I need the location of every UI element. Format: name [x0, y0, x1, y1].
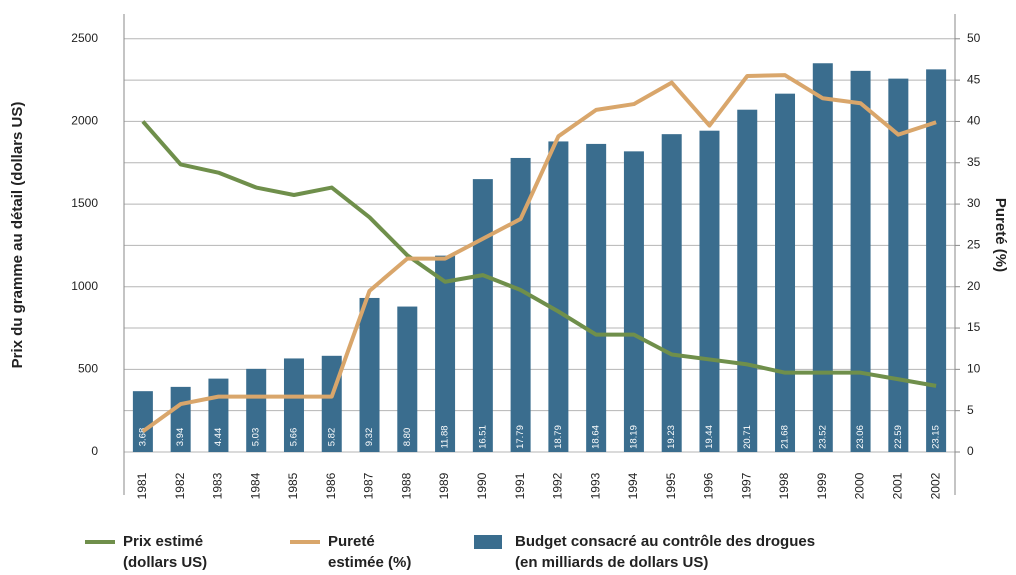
- y2-tick-label: 5: [967, 403, 974, 417]
- x-tick-label: 1984: [248, 472, 262, 499]
- x-tick-label: 1999: [815, 472, 829, 499]
- x-tick-label: 1988: [399, 472, 413, 499]
- bar: [132, 391, 153, 452]
- legend-label: Budget consacré au contrôle des drogues: [515, 533, 815, 550]
- y2-tick-label: 20: [967, 279, 981, 293]
- bar-value-label: 19.23: [666, 425, 677, 449]
- y-tick-label: 2500: [71, 31, 98, 45]
- bar-value-label: 16.51: [477, 425, 488, 449]
- y2-tick-label: 40: [967, 114, 981, 128]
- y2-tick-label: 0: [967, 444, 974, 458]
- bar-value-label: 4.44: [213, 428, 224, 447]
- bar: [510, 157, 531, 453]
- y-tick-label: 2000: [71, 114, 98, 128]
- x-tick-label: 2001: [891, 472, 905, 499]
- y-tick-label: 1000: [71, 279, 98, 293]
- bar-value-label: 17.79: [515, 425, 526, 449]
- x-tick-label: 1983: [211, 472, 225, 499]
- x-tick-label: 1997: [739, 472, 753, 499]
- legend-label: Prix estimé: [123, 533, 203, 550]
- x-tick-label: 1993: [588, 472, 602, 499]
- bar-value-label: 8.80: [402, 428, 413, 447]
- x-tick-label: 1986: [324, 472, 338, 499]
- bar-value-label: 22.59: [893, 425, 904, 449]
- bar-value-label: 18.19: [628, 425, 639, 449]
- bar-value-label: 5.82: [326, 428, 337, 447]
- y-tick-label: 500: [78, 362, 98, 376]
- y-tick-label: 1500: [71, 196, 98, 210]
- bar-value-label: 11.88: [440, 425, 451, 448]
- y2-tick-label: 35: [967, 155, 981, 169]
- x-tick-label: 1992: [551, 472, 565, 499]
- bar: [926, 69, 947, 452]
- bar: [661, 134, 682, 452]
- legend-label: (dollars US): [123, 554, 207, 571]
- legend-label: (en milliards de dollars US): [515, 554, 708, 571]
- bar-value-label: 18.64: [591, 425, 602, 449]
- bar-value-label: 19.44: [704, 425, 715, 449]
- bar: [850, 70, 871, 452]
- x-tick-label: 1987: [362, 472, 376, 499]
- bar-value-label: 21.68: [780, 425, 791, 449]
- bar-value-label: 5.03: [251, 428, 262, 447]
- x-tick-label: 1990: [475, 472, 489, 499]
- bar-value-label: 23.52: [817, 425, 828, 449]
- y2-tick-label: 45: [967, 72, 981, 86]
- y2-tick-label: 30: [967, 196, 981, 210]
- x-tick-label: 1985: [286, 472, 300, 499]
- y2-tick-label: 50: [967, 31, 981, 45]
- bar: [472, 179, 493, 452]
- x-tick-label: 1996: [702, 472, 716, 499]
- line-series: [141, 73, 937, 433]
- bar: [586, 143, 607, 452]
- bar: [397, 306, 418, 452]
- bar-value-label: 3.68: [137, 428, 148, 447]
- bar: [246, 368, 267, 452]
- y2-tick-label: 15: [967, 320, 981, 334]
- bar: [435, 255, 456, 452]
- x-tick-label: 1982: [173, 472, 187, 499]
- bar-value-label: 23.15: [931, 425, 942, 449]
- x-tick-label: 1991: [513, 472, 527, 499]
- bar: [283, 358, 304, 452]
- bar: [888, 78, 909, 452]
- y-tick-label: 0: [91, 444, 98, 458]
- x-tick-label: 2002: [928, 472, 942, 499]
- y2-axis-title: Pureté (%): [992, 198, 1009, 272]
- line-series: [141, 120, 937, 388]
- bar-value-label: 23.06: [855, 425, 866, 449]
- x-tick-label: 1998: [777, 472, 791, 499]
- x-tick-label: 2000: [853, 472, 867, 499]
- x-tick-label: 1994: [626, 472, 640, 499]
- bar: [737, 109, 758, 453]
- bar-value-label: 20.71: [742, 425, 753, 449]
- bar-value-label: 18.79: [553, 425, 564, 449]
- y-axis-title: Prix du gramme au détail (dollars US): [9, 102, 26, 369]
- bar: [812, 63, 833, 453]
- bar-value-label: 5.66: [288, 428, 299, 447]
- x-tick-label: 1995: [664, 472, 678, 499]
- bar-value-label: 9.32: [364, 428, 375, 447]
- bar: [623, 151, 644, 452]
- bar: [359, 297, 380, 452]
- legend-label: Pureté: [328, 533, 375, 550]
- y2-tick-label: 10: [967, 362, 981, 376]
- y2-tick-label: 25: [967, 238, 981, 252]
- legend-swatch: [474, 535, 502, 549]
- bar-value-label: 3.94: [175, 428, 186, 447]
- bar: [775, 93, 796, 452]
- x-tick-label: 1989: [437, 472, 451, 499]
- legend-label: estimée (%): [328, 554, 411, 571]
- x-tick-label: 1981: [135, 472, 149, 499]
- bar: [699, 130, 720, 452]
- bar: [548, 141, 569, 452]
